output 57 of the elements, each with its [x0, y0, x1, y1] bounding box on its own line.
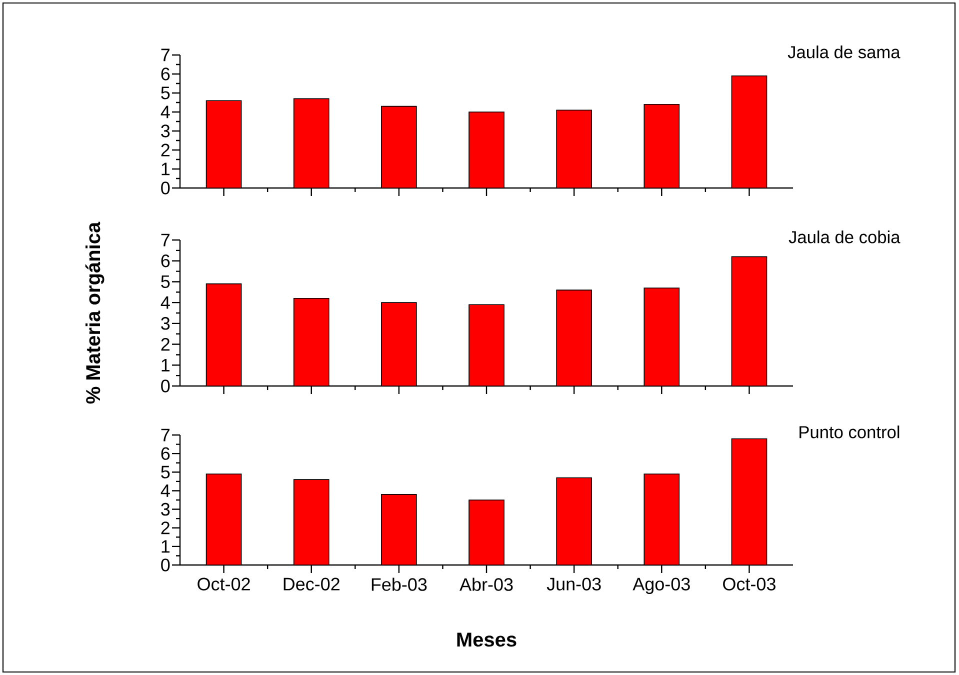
- bar: [293, 479, 330, 565]
- bar: [644, 474, 680, 565]
- y-tick-label: 3: [161, 502, 170, 516]
- x-axis-title: Meses: [457, 632, 516, 647]
- x-tick-label: Ago-03: [632, 578, 690, 594]
- bar: [381, 106, 417, 188]
- y-tick-label: 6: [161, 68, 170, 80]
- bar: [644, 104, 680, 188]
- x-tick-label: Jun-03: [546, 578, 601, 590]
- y-tick-label: 1: [162, 358, 170, 372]
- bar: [468, 500, 504, 565]
- y-tick-label: 7: [161, 428, 170, 442]
- x-tick-label: Dec-02: [284, 578, 340, 590]
- bar: [293, 98, 330, 188]
- y-tick-label: 2: [161, 144, 170, 156]
- y-tick-label: 0: [161, 182, 170, 194]
- y-tick-label: 4: [160, 106, 170, 118]
- y-tick-label: 1: [162, 162, 170, 176]
- bar: [556, 110, 592, 188]
- y-tick-label: 4: [160, 484, 170, 497]
- y-tick-label: 7: [161, 234, 170, 246]
- bar: [293, 298, 330, 386]
- bar: [381, 302, 417, 386]
- text: Jaula de sama: [788, 46, 900, 58]
- y-tick-label: 2: [161, 338, 170, 351]
- bar: [381, 494, 417, 565]
- x-tick-label: Feb-03: [372, 578, 427, 591]
- bar: [206, 100, 242, 188]
- bar: [731, 75, 768, 188]
- bar: [206, 283, 242, 386]
- y-tick-label: 1: [162, 540, 170, 553]
- text: Punto control: [800, 426, 900, 438]
- x-tick-label: Oct-03: [723, 578, 776, 590]
- bar: [206, 474, 242, 565]
- y-tick-label: 0: [161, 558, 170, 572]
- y-tick-label: 7: [161, 48, 170, 62]
- y-tick-label: 5: [161, 275, 170, 288]
- bar: [731, 438, 768, 565]
- y-tick-label: 3: [161, 124, 170, 138]
- y-tick-label: 4: [160, 296, 170, 309]
- bar: [468, 112, 504, 188]
- bar: [556, 477, 592, 565]
- y-tick-label: 5: [161, 466, 170, 478]
- text: Jaula de cobia: [788, 230, 900, 244]
- x-tick-label: Abr-03: [460, 578, 513, 591]
- bar: [644, 288, 680, 386]
- y-tick-label: 0: [161, 380, 170, 392]
- bar: [556, 290, 592, 386]
- y-tick-label: 3: [161, 317, 170, 330]
- y-tick-label: 2: [161, 522, 170, 534]
- y-tick-label: 6: [161, 447, 170, 460]
- x-tick-label: Oct-02: [198, 578, 250, 590]
- bar: [731, 256, 768, 386]
- y-tick-label: 6: [161, 254, 170, 268]
- bar: [468, 304, 504, 386]
- y-axis-title: % Materia orgánica: [85, 222, 104, 404]
- y-tick-label: 5: [161, 86, 170, 100]
